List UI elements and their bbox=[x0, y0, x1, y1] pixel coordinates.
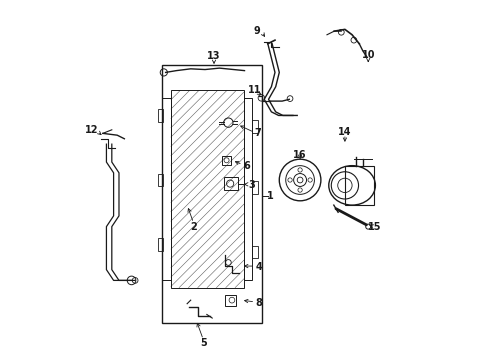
Text: 2: 2 bbox=[190, 222, 197, 231]
Text: 5: 5 bbox=[200, 338, 206, 348]
Text: 14: 14 bbox=[338, 127, 351, 136]
Text: 9: 9 bbox=[253, 26, 260, 36]
Text: 11: 11 bbox=[247, 85, 261, 95]
Bar bbox=[224, 177, 238, 190]
Bar bbox=[244, 98, 252, 280]
Bar bbox=[162, 65, 262, 323]
Bar bbox=[158, 174, 163, 186]
Text: 1: 1 bbox=[267, 191, 273, 201]
Text: 10: 10 bbox=[361, 50, 374, 60]
Text: 15: 15 bbox=[367, 222, 380, 232]
Text: 3: 3 bbox=[248, 180, 255, 190]
Text: 4: 4 bbox=[255, 262, 262, 272]
Text: 6: 6 bbox=[243, 161, 249, 171]
Text: 16: 16 bbox=[293, 150, 306, 160]
Text: 12: 12 bbox=[85, 125, 99, 135]
Bar bbox=[252, 181, 257, 194]
Bar bbox=[252, 246, 257, 258]
Bar bbox=[252, 120, 257, 133]
Text: 13: 13 bbox=[207, 51, 220, 61]
Bar bbox=[158, 238, 163, 251]
Bar bbox=[171, 90, 244, 288]
Bar bbox=[344, 166, 373, 205]
Text: 8: 8 bbox=[255, 298, 262, 308]
Bar bbox=[158, 109, 163, 122]
Bar bbox=[162, 98, 171, 280]
Bar bbox=[222, 156, 230, 165]
Bar bbox=[225, 295, 236, 306]
Text: 7: 7 bbox=[254, 129, 261, 138]
